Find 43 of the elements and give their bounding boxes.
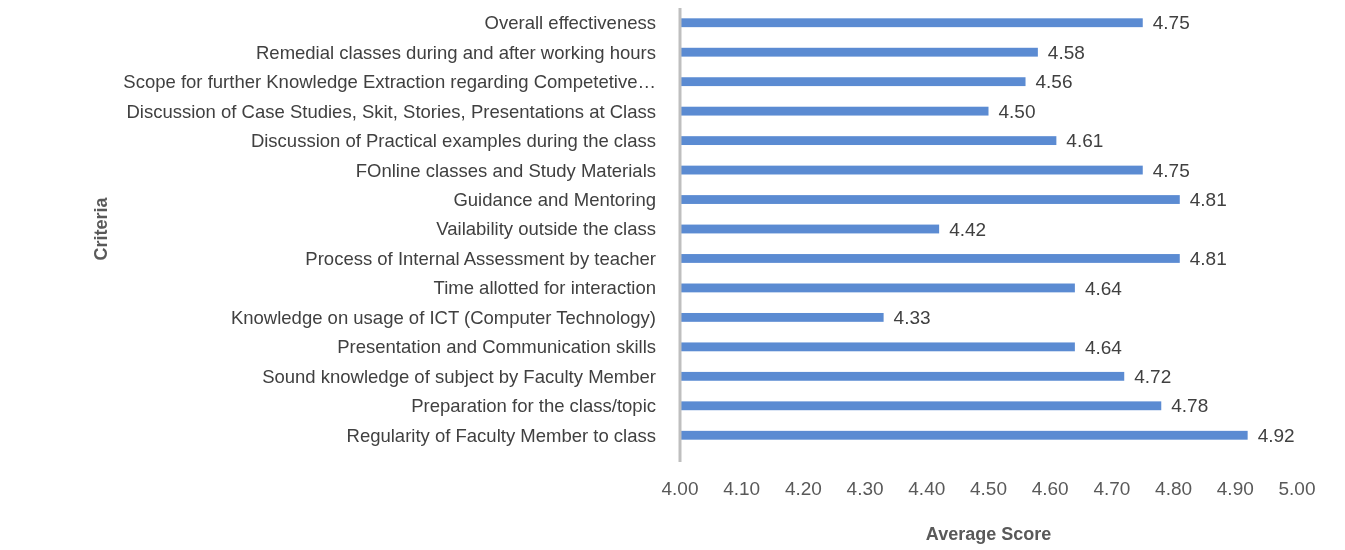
data-label: 4.50 <box>998 100 1036 122</box>
y-tick-label: FOnline classes and Study Materials <box>355 159 656 181</box>
y-tick-label: Time allotted for interaction <box>433 277 656 299</box>
data-label: 4.81 <box>1189 248 1227 270</box>
y-tick-label: Scope for further Knowledge Extraction regarding Competetive… <box>123 71 656 93</box>
y-tick-label: Overall effectiveness <box>484 12 656 34</box>
x-tick-label: 4.80 <box>1155 478 1193 499</box>
data-label: 4.56 <box>1035 71 1073 93</box>
x-tick-label: 4.70 <box>1093 478 1131 499</box>
data-label: 4.58 <box>1047 41 1085 63</box>
x-tick-label: 4.90 <box>1216 478 1254 499</box>
y-tick-label: Preparation for the class/topic <box>411 395 656 417</box>
x-tick-label: 4.20 <box>784 478 822 499</box>
x-tick-label: 4.00 <box>661 478 699 499</box>
x-tick-label: 4.10 <box>723 478 761 499</box>
data-label: 4.92 <box>1257 424 1295 446</box>
data-label: 4.64 <box>1084 277 1123 299</box>
data-label: 4.81 <box>1189 189 1227 211</box>
y-axis-title: Criteria <box>90 196 111 261</box>
y-tick-label: Vailability outside the class <box>436 218 656 240</box>
x-tick-label: 4.50 <box>970 478 1007 499</box>
x-axis-title: Average Score <box>925 524 1052 544</box>
x-tick-label: 4.60 <box>1031 478 1069 499</box>
y-tick-label: Sound knowledge of subject by Faculty Member <box>262 365 656 387</box>
x-tick-label: 5.00 <box>1278 478 1316 499</box>
y-tick-label: Discussion of Case Studies, Skit, Stories, Presentations at Class <box>126 100 656 122</box>
y-tick-label: Presentation and Communication skills <box>337 336 656 358</box>
data-label: 4.64 <box>1084 336 1123 358</box>
y-tick-label: Discussion of Practical examples during the class <box>250 130 656 152</box>
y-tick-label: Guidance and Mentoring <box>453 189 656 211</box>
x-tick-label: 4.40 <box>908 478 946 499</box>
y-tick-label: Knowledge on usage of ICT (Computer Technology) <box>230 306 656 328</box>
data-label: 4.78 <box>1171 395 1209 417</box>
y-tick-label: Regularity of Faculty Member to class <box>346 424 656 446</box>
data-label: 4.61 <box>1066 130 1104 152</box>
data-label: 4.75 <box>1152 159 1190 181</box>
data-label: 4.75 <box>1152 12 1190 34</box>
x-tick-label: 4.30 <box>846 478 884 499</box>
data-label: 4.33 <box>893 307 931 329</box>
data-label: 4.72 <box>1134 365 1172 387</box>
y-tick-label: Remedial classes during and after working hours <box>255 41 656 63</box>
data-label: 4.42 <box>949 218 987 240</box>
y-tick-label: Process of Internal Assessment by teacher <box>305 247 656 269</box>
